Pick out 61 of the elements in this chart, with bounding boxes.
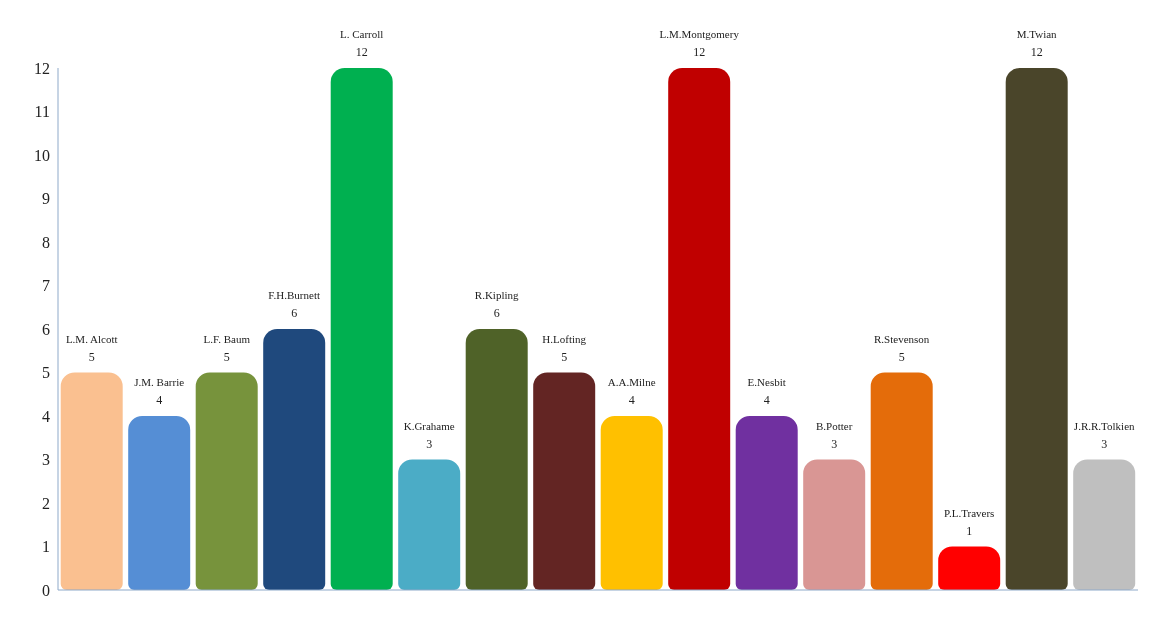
y-tick-label: 6 bbox=[42, 320, 50, 338]
y-tick-label: 5 bbox=[42, 364, 50, 382]
y-tick-label: 12 bbox=[34, 59, 50, 77]
x-tick-label: H.Lofting bbox=[542, 332, 587, 345]
y-tick-label: 8 bbox=[42, 233, 50, 251]
x-tick-label: L.F. Baum bbox=[203, 332, 251, 345]
bar bbox=[128, 416, 191, 590]
data-label: 3 bbox=[1101, 436, 1108, 451]
x-tick-label: A.A.Milne bbox=[607, 376, 656, 388]
data-label: 6 bbox=[493, 306, 500, 320]
x-tick-label: K.Grahame bbox=[403, 419, 455, 432]
x-tick-label: P.L.Travers bbox=[944, 506, 995, 519]
data-label: 4 bbox=[156, 393, 163, 407]
data-label: 4 bbox=[763, 393, 770, 407]
bar bbox=[1005, 68, 1068, 590]
x-tick-label: J.R.R.Tolkien bbox=[1073, 419, 1136, 432]
y-tick-label: 10 bbox=[34, 146, 50, 164]
bar bbox=[803, 459, 866, 590]
x-tick-label: E.Nesbit bbox=[747, 376, 786, 388]
bar bbox=[263, 329, 326, 590]
data-label: 3 bbox=[426, 436, 433, 451]
x-tick-label: L. Carroll bbox=[340, 28, 384, 40]
data-label: 12 bbox=[1030, 45, 1043, 59]
data-label: 5 bbox=[898, 349, 905, 364]
y-tick-label: 9 bbox=[42, 190, 50, 208]
y-tick-label: 11 bbox=[34, 103, 50, 121]
y-tick-label: 4 bbox=[42, 407, 50, 425]
x-tick-label: L.M. Alcott bbox=[65, 332, 118, 345]
data-label: 6 bbox=[291, 306, 298, 320]
x-tick-label: M.Twian bbox=[1016, 28, 1058, 40]
data-label: 1 bbox=[966, 523, 973, 538]
x-tick-label: B.Potter bbox=[816, 419, 853, 432]
bar bbox=[60, 372, 123, 590]
bar bbox=[870, 372, 933, 590]
bar bbox=[533, 372, 596, 590]
x-tick-label: R.Kipling bbox=[474, 289, 520, 301]
x-tick-label: L.M.Montgomery bbox=[659, 28, 740, 40]
y-tick-label: 2 bbox=[42, 494, 50, 512]
data-label: 12 bbox=[693, 45, 706, 59]
bar bbox=[600, 416, 663, 590]
bar bbox=[398, 459, 461, 590]
x-tick-label: F.H.Burnett bbox=[268, 289, 321, 301]
bar bbox=[195, 372, 258, 590]
y-tick-label: 0 bbox=[42, 581, 50, 599]
y-tick-label: 3 bbox=[42, 451, 50, 469]
bar bbox=[1073, 459, 1136, 590]
data-label: 4 bbox=[628, 393, 635, 407]
data-label: 5 bbox=[88, 349, 95, 364]
bar bbox=[668, 68, 731, 590]
y-tick-label: 7 bbox=[42, 277, 50, 295]
data-label: 5 bbox=[561, 349, 568, 364]
data-label: 3 bbox=[831, 436, 838, 451]
bar bbox=[938, 546, 1001, 590]
data-label: 12 bbox=[355, 45, 368, 59]
data-label: 5 bbox=[223, 349, 230, 364]
x-tick-label: R.Stevenson bbox=[874, 332, 930, 345]
x-tick-label: J.M. Barrie bbox=[134, 376, 185, 388]
bar bbox=[465, 329, 528, 590]
bar bbox=[735, 416, 798, 590]
bar bbox=[330, 68, 393, 590]
y-tick-label: 1 bbox=[42, 538, 50, 556]
